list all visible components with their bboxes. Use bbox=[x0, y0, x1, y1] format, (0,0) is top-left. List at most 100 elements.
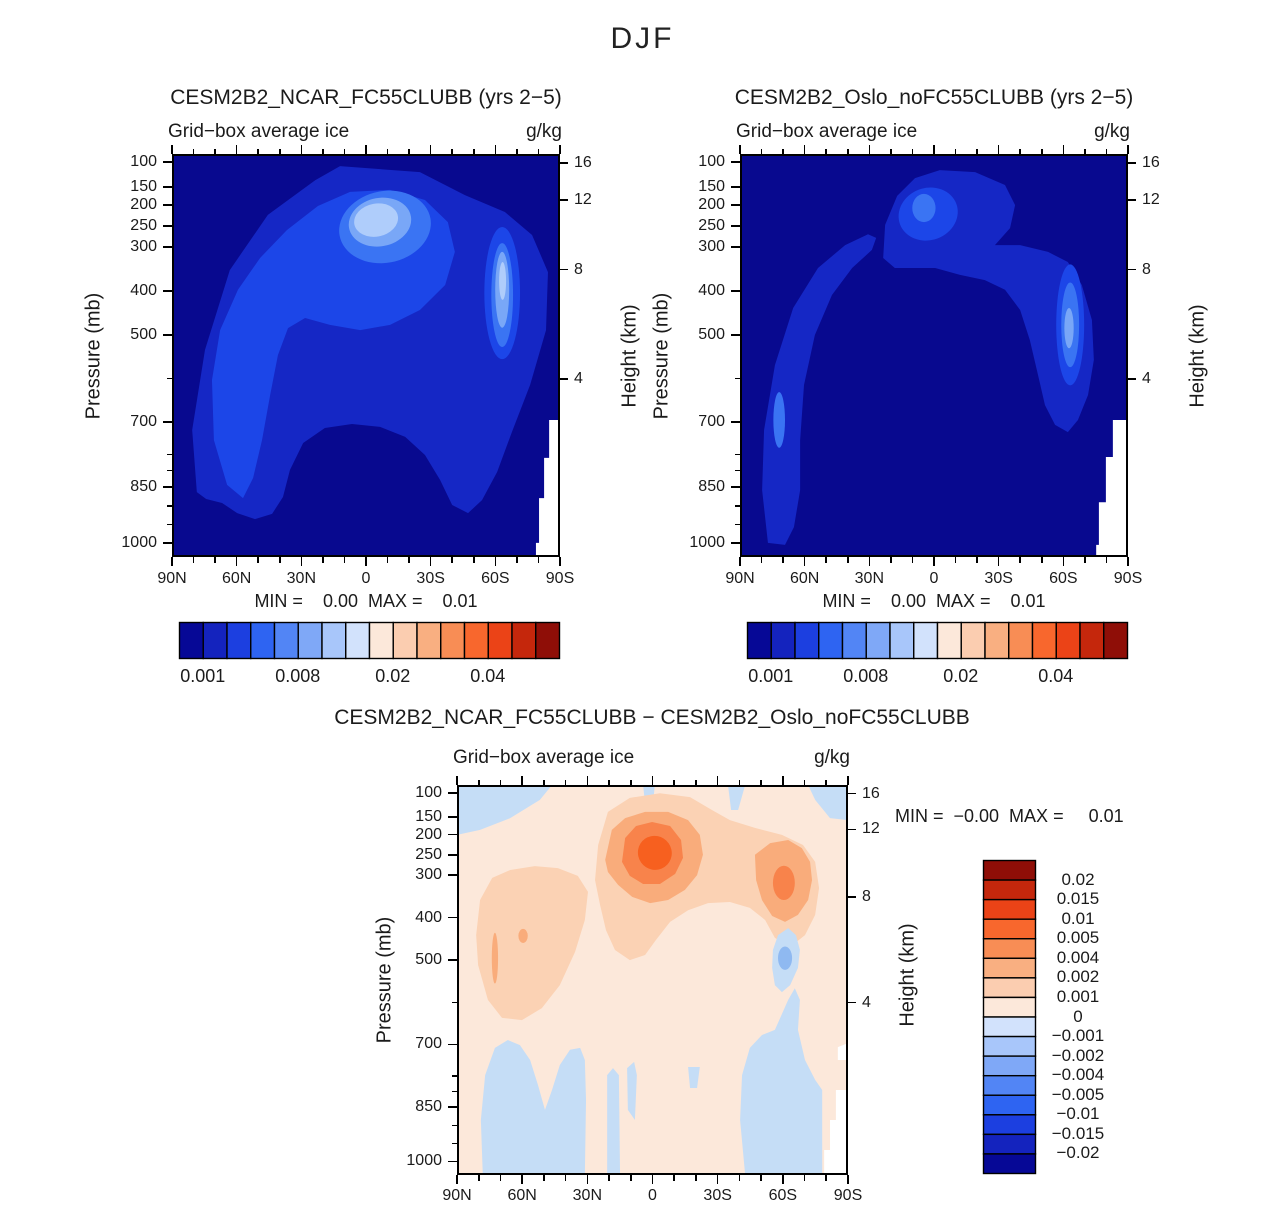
x-axis-tick bbox=[911, 557, 914, 563]
x-axis-top-tick bbox=[825, 779, 828, 785]
panel-subtitle-variable: Grid−box average ice bbox=[736, 121, 918, 142]
x-axis-tick bbox=[543, 1175, 545, 1181]
height-axis-title: Height (km) bbox=[896, 923, 919, 1027]
contour-shape bbox=[808, 785, 848, 821]
colorbar-segment bbox=[392, 621, 418, 659]
x-axis-top-tick bbox=[673, 779, 676, 785]
colorbar-tick-label: 0.008 bbox=[275, 666, 321, 686]
pressure-minor-tick bbox=[735, 505, 740, 507]
colorbar-segment bbox=[344, 621, 370, 659]
colorbar-tick-label: −0.004 bbox=[1051, 1065, 1105, 1085]
contour-shape bbox=[824, 1089, 848, 1175]
x-axis-top-tick bbox=[760, 148, 763, 154]
x-axis-tick bbox=[235, 557, 238, 566]
contour-shape bbox=[688, 1066, 700, 1089]
pressure-axis-title: Pressure (mb) bbox=[82, 292, 105, 420]
colorbar-segment bbox=[982, 1133, 1036, 1155]
pressure-tick-label: 500 bbox=[698, 325, 725, 343]
x-axis-top-tick bbox=[477, 779, 480, 785]
x-axis-top-tick bbox=[846, 148, 849, 154]
x-axis-top-tick bbox=[954, 148, 957, 154]
height-axis-title: Height (km) bbox=[618, 304, 641, 408]
x-axis-top-tick bbox=[499, 779, 502, 785]
x-axis-tick bbox=[1105, 557, 1108, 563]
pressure-tick bbox=[163, 204, 172, 206]
panel-subtitle-units: g/kg bbox=[526, 121, 562, 142]
height-tick-label: 4 bbox=[862, 993, 871, 1011]
x-axis-top-tick bbox=[933, 145, 935, 154]
colorbar-segment bbox=[178, 621, 204, 659]
x-axis-tick bbox=[846, 557, 849, 563]
colorbar-segment bbox=[982, 859, 1036, 881]
height-tick bbox=[560, 378, 568, 380]
contour-shape bbox=[518, 928, 528, 943]
x-axis-tick bbox=[322, 557, 324, 563]
contour-shape bbox=[499, 262, 507, 300]
pressure-minor-tick bbox=[452, 1142, 457, 1145]
height-tick bbox=[848, 1001, 856, 1004]
x-axis-tick bbox=[976, 557, 978, 563]
colorbar-segment bbox=[1102, 621, 1128, 659]
pressure-tick bbox=[448, 854, 457, 856]
latitude-tick-label: 90N bbox=[442, 1187, 472, 1204]
height-tick-label: 8 bbox=[574, 260, 583, 278]
pressure-tick bbox=[448, 1106, 457, 1108]
x-axis-top-tick bbox=[868, 145, 871, 154]
contour-shape bbox=[778, 946, 793, 970]
colorbar-segment bbox=[982, 1035, 1036, 1057]
x-axis-top-tick bbox=[825, 148, 828, 154]
x-axis-tick bbox=[695, 1175, 697, 1181]
x-axis-tick bbox=[782, 557, 784, 563]
pressure-tick bbox=[163, 486, 172, 488]
pressure-minor-tick bbox=[167, 470, 172, 472]
x-axis-top-tick bbox=[192, 148, 195, 154]
height-tick bbox=[848, 828, 856, 831]
x-axis-top-tick bbox=[739, 145, 741, 154]
pressure-tick-label: 150 bbox=[415, 807, 442, 825]
x-axis-top-tick bbox=[537, 148, 540, 154]
figure-title: DJF bbox=[610, 22, 675, 55]
height-tick bbox=[1128, 199, 1136, 201]
x-axis-top-tick bbox=[257, 148, 260, 154]
pressure-tick bbox=[731, 334, 740, 336]
colorbar-segment bbox=[368, 621, 394, 659]
colorbar-segment bbox=[982, 1094, 1036, 1116]
colorbar-tick-label: −0.02 bbox=[1056, 1143, 1100, 1163]
pressure-tick-label: 850 bbox=[698, 477, 725, 495]
contour-field-p3 bbox=[457, 785, 848, 1175]
pressure-tick-label: 150 bbox=[698, 178, 725, 196]
colorbar-tick-label: 0.04 bbox=[470, 666, 506, 686]
x-axis-tick bbox=[477, 1175, 480, 1181]
pressure-tick bbox=[448, 792, 457, 794]
colorbar-segment bbox=[982, 898, 1036, 920]
height-tick bbox=[560, 162, 568, 164]
contour-shape bbox=[772, 865, 795, 901]
x-axis-top-tick bbox=[386, 148, 389, 154]
pressure-tick bbox=[731, 161, 740, 163]
colorbar-tick-label: −0.01 bbox=[1056, 1104, 1100, 1124]
x-axis-tick bbox=[760, 557, 763, 563]
latitude-tick-label: 30S bbox=[416, 570, 445, 587]
contour-shape bbox=[637, 835, 672, 870]
x-axis-top-tick bbox=[171, 145, 173, 154]
colorbar-tick-label: 0.001 bbox=[180, 666, 226, 686]
x-axis-tick bbox=[472, 557, 475, 563]
pressure-minor-tick bbox=[452, 1090, 457, 1093]
colorbar-tick-label: 0.002 bbox=[1056, 967, 1100, 987]
x-axis-top-tick bbox=[1062, 145, 1065, 154]
x-axis-top-tick bbox=[803, 145, 806, 154]
pressure-minor-tick bbox=[452, 1075, 457, 1077]
x-axis-tick bbox=[429, 557, 432, 566]
x-axis-top-tick bbox=[695, 779, 697, 785]
latitude-tick-label: 60N bbox=[221, 570, 252, 587]
pressure-tick-label: 300 bbox=[130, 238, 157, 256]
x-axis-top-tick bbox=[494, 145, 497, 154]
colorbar-segment bbox=[249, 621, 275, 659]
pressure-tick-label: 300 bbox=[415, 866, 442, 884]
panel-subtitle-units: g/kg bbox=[814, 747, 850, 768]
x-axis-tick bbox=[171, 557, 173, 566]
x-axis-top-tick bbox=[429, 145, 432, 154]
pressure-tick bbox=[163, 421, 172, 423]
colorbar-segment bbox=[983, 621, 1009, 659]
